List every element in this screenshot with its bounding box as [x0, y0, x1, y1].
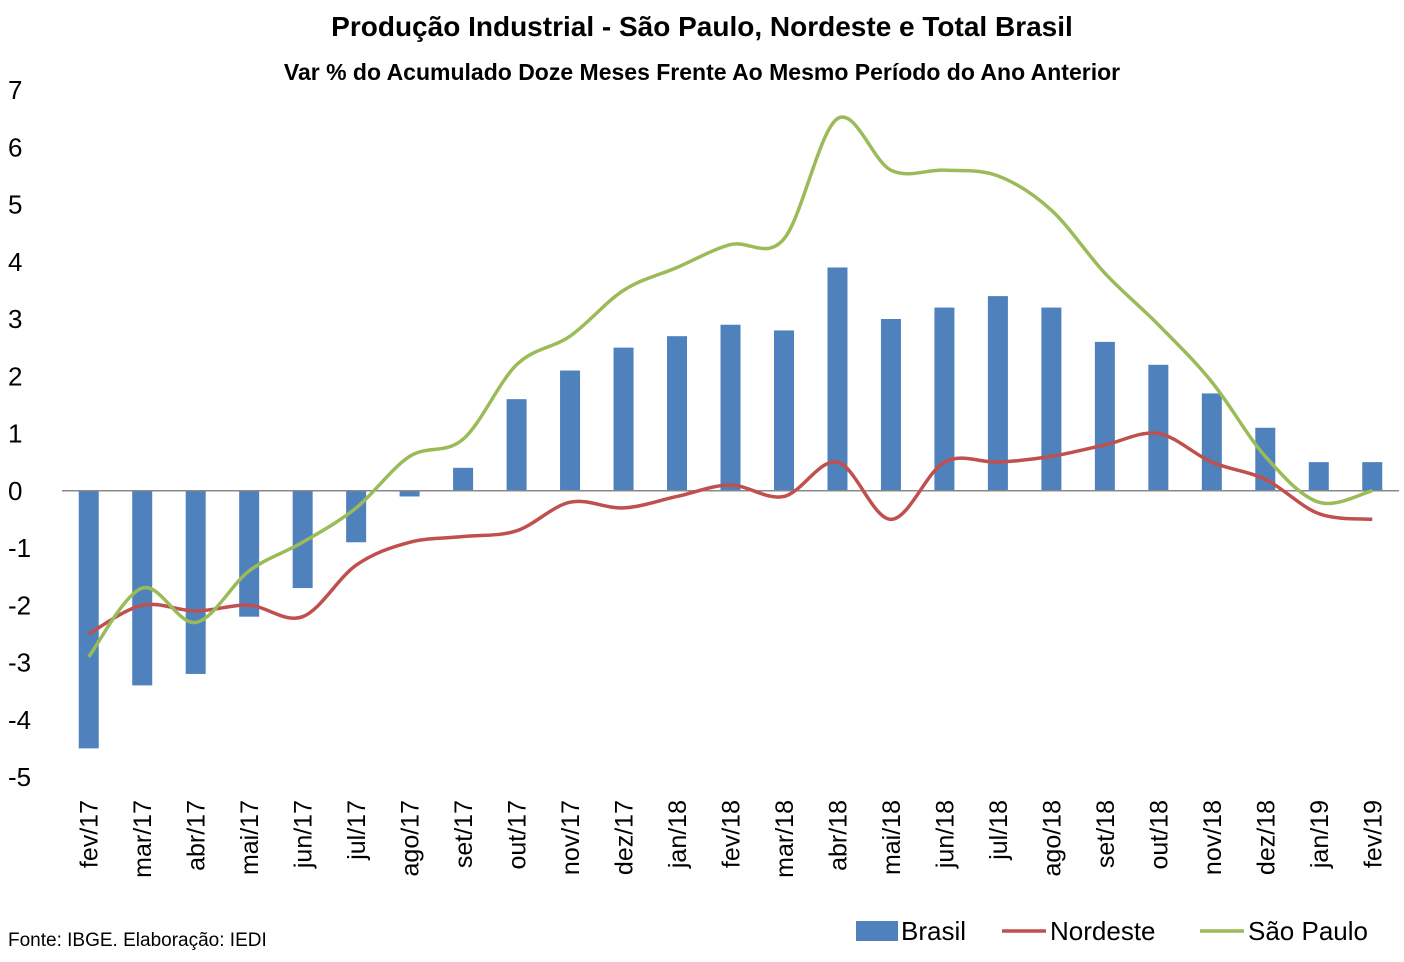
- x-tick-label: ago/18: [1038, 800, 1066, 876]
- chart-title: Produção Industrial - São Paulo, Nordest…: [331, 11, 1073, 42]
- bar: [880, 319, 901, 491]
- x-tick-label: set/17: [450, 800, 478, 868]
- bar: [1041, 307, 1062, 491]
- x-tick-label: mar/18: [771, 800, 799, 878]
- bar: [239, 490, 260, 617]
- y-tick-label: 1: [8, 419, 22, 449]
- x-tick-label: fev/17: [76, 800, 104, 868]
- bar: [78, 490, 99, 749]
- bar: [292, 490, 313, 589]
- legend-label: São Paulo: [1248, 916, 1368, 946]
- bar: [720, 324, 741, 491]
- x-tick-label: jul/17: [343, 800, 371, 861]
- x-tick-label: fev/18: [718, 800, 746, 868]
- y-tick-label: -1: [8, 533, 31, 563]
- x-tick-label: jan/19: [1306, 800, 1334, 869]
- y-tick-label: -5: [8, 762, 31, 792]
- legend-label: Brasil: [901, 916, 966, 946]
- bar: [1201, 393, 1222, 491]
- x-tick-label: jul/18: [985, 800, 1013, 861]
- x-tick-label: mai/18: [878, 800, 906, 875]
- x-tick-label: out/18: [1145, 800, 1173, 870]
- bar: [399, 490, 420, 497]
- x-tick-label: abr/17: [183, 800, 211, 871]
- x-tick-label: jan/18: [664, 800, 692, 869]
- legend-label: Nordeste: [1050, 916, 1156, 946]
- legend-swatch: [856, 921, 898, 941]
- source-note: Fonte: IBGE. Elaboração: IEDI: [8, 930, 267, 951]
- bar: [185, 490, 206, 674]
- x-tick-label: nov/18: [1199, 800, 1227, 875]
- y-tick-label: -4: [8, 705, 31, 735]
- bar: [560, 370, 581, 491]
- x-tick-label: fev/19: [1359, 800, 1387, 868]
- line-series: [87, 431, 1373, 636]
- x-tick-label: mar/17: [129, 800, 157, 878]
- x-tick-label: jun/18: [931, 800, 959, 869]
- bar: [1308, 462, 1329, 491]
- x-tick-label: dez/17: [611, 800, 639, 875]
- x-tick-label: abr/18: [824, 800, 852, 871]
- bar: [1255, 427, 1276, 491]
- bar: [667, 336, 688, 491]
- x-tick-label: mai/17: [236, 800, 264, 875]
- bar: [346, 490, 367, 543]
- bar: [987, 296, 1008, 491]
- x-tick-label: ago/17: [397, 800, 425, 876]
- y-tick-label: -3: [8, 648, 31, 678]
- chart-subtitle: Var % do Acumulado Doze Meses Frente Ao …: [284, 59, 1120, 85]
- y-tick-label: 2: [8, 361, 22, 391]
- y-tick-label: -2: [8, 590, 31, 620]
- x-tick-label: dez/18: [1252, 800, 1280, 875]
- bar: [613, 347, 634, 491]
- x-tick-label: jun/17: [290, 800, 318, 869]
- bar: [1362, 462, 1383, 491]
- x-tick-label: set/18: [1092, 800, 1120, 868]
- bar: [934, 307, 955, 491]
- bar: [827, 267, 848, 491]
- x-tick-label: nov/17: [557, 800, 585, 875]
- y-tick-label: 6: [8, 132, 22, 162]
- y-tick-label: 0: [8, 476, 22, 506]
- bar: [453, 467, 474, 491]
- bar: [1094, 341, 1115, 491]
- x-tick-label: out/17: [504, 800, 532, 870]
- line-series: [87, 115, 1373, 658]
- bar: [506, 399, 527, 491]
- y-tick-label: 4: [8, 247, 22, 277]
- y-tick-label: 7: [8, 75, 22, 105]
- bar: [1148, 364, 1169, 491]
- y-tick-label: 5: [8, 190, 22, 220]
- bar: [773, 330, 794, 491]
- y-tick-label: 3: [8, 304, 22, 334]
